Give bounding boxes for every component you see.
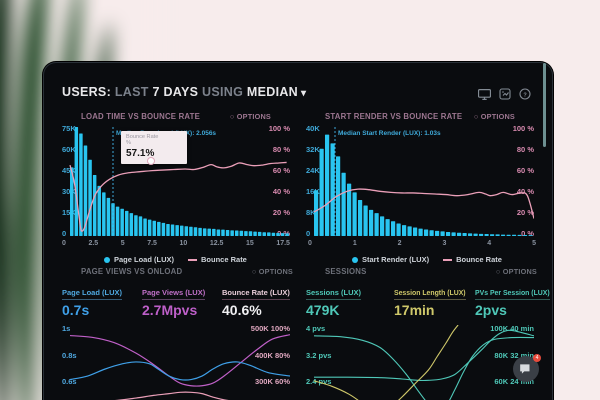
svg-text:100 %: 100 % — [269, 125, 290, 133]
svg-text:80 %: 80 % — [517, 145, 534, 154]
svg-text:3.2 pvs: 3.2 pvs — [306, 351, 331, 360]
svg-text:32K: 32K — [306, 145, 320, 154]
svg-text:30K: 30K — [62, 187, 76, 196]
svg-text:15K: 15K — [62, 208, 76, 217]
svg-text:0.8s: 0.8s — [62, 351, 77, 360]
svg-text:4 pvs: 4 pvs — [306, 325, 325, 333]
svg-text:40 %: 40 % — [273, 187, 290, 196]
svg-text:300K 60%: 300K 60% — [255, 377, 290, 386]
svg-text:40K: 40K — [306, 125, 320, 133]
svg-text:40 %: 40 % — [517, 187, 534, 196]
svg-text:24K: 24K — [306, 166, 320, 175]
svg-text:80 %: 80 % — [273, 145, 290, 154]
svg-text:60 %: 60 % — [517, 166, 534, 175]
svg-text:400K 80%: 400K 80% — [255, 351, 290, 360]
svg-text:100K 40 min: 100K 40 min — [490, 325, 534, 333]
svg-text:60K: 60K — [62, 145, 76, 154]
svg-text:0 %: 0 % — [521, 229, 534, 238]
svg-text:0: 0 — [306, 229, 310, 238]
svg-text:0: 0 — [62, 229, 66, 238]
svg-text:?: ? — [523, 92, 527, 98]
svg-text:100 %: 100 % — [513, 125, 534, 133]
svg-text:20 %: 20 % — [273, 208, 290, 217]
svg-text:1s: 1s — [62, 325, 70, 333]
svg-text:Median Start Render (LUX): 1.0: Median Start Render (LUX): 1.03s — [338, 130, 441, 137]
svg-text:60 %: 60 % — [273, 166, 290, 175]
svg-text:45K: 45K — [62, 166, 76, 175]
svg-text:500K 100%: 500K 100% — [251, 325, 290, 333]
svg-text:75K: 75K — [62, 125, 76, 133]
